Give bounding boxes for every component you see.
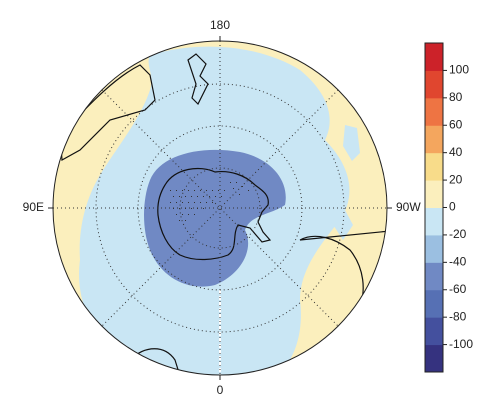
colorbar-bin <box>425 125 443 154</box>
new-zealand <box>187 53 209 106</box>
strong-negative-region <box>144 149 286 287</box>
colorbar-tick-label: -80 <box>449 309 467 323</box>
colorbar: -100 -80 -60 -40 -20 0 20 40 60 80 100 <box>424 42 473 373</box>
colorbar-bin <box>425 43 443 71</box>
colorbar-bin <box>425 152 443 181</box>
colorbar-tick-label: -20 <box>449 227 467 241</box>
colorbar-bin <box>425 207 443 236</box>
antarctica-coast <box>157 167 272 261</box>
colorbar-bin <box>425 262 443 291</box>
graticule <box>53 41 387 375</box>
colorbar-tick-label: 100 <box>449 63 469 77</box>
polar-map <box>53 41 387 375</box>
colorbar-tick-label: 60 <box>449 117 463 131</box>
colorbar-bin <box>425 97 443 126</box>
colorbar-tick-label: 20 <box>449 172 463 186</box>
longitude-label: 90W <box>396 200 421 214</box>
colorbar-tick-label: 80 <box>449 90 463 104</box>
colorbar-tick-label: -100 <box>449 337 473 351</box>
colorbar-bin <box>425 344 443 373</box>
colorbar-tick-label: -40 <box>449 255 467 269</box>
colorbar-bin <box>425 289 443 318</box>
colorbar-tick-label: -60 <box>449 282 467 296</box>
longitude-label: 180 <box>210 18 230 32</box>
colorbar-bin <box>425 234 443 263</box>
longitude-label: 0 <box>217 383 224 397</box>
colorbar-tick-label: 0 <box>449 200 456 214</box>
colorbar-tick-label: 40 <box>449 145 463 159</box>
colorbar-bin <box>425 317 443 346</box>
longitude-label: 90E <box>23 200 44 214</box>
colorbar-bin <box>425 180 443 208</box>
colorbar-bin <box>425 70 443 99</box>
